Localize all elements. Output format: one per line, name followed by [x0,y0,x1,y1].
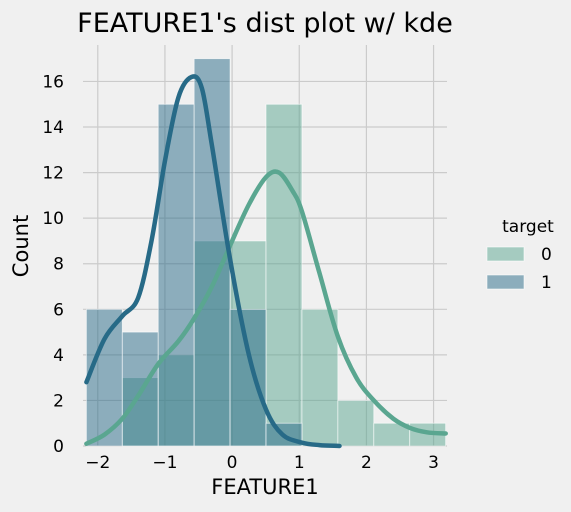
legend-entries: 01 [486,245,552,293]
y-tick-label: 14 [42,118,64,138]
y-tick-label: 10 [42,209,64,229]
histogram-bar-target-1 [193,58,231,447]
kde-curve-target-0 [84,169,448,446]
histogram-bar-target-0 [265,103,303,447]
y-tick-label: 0 [53,437,64,457]
legend-label-target-0: 0 [541,245,552,265]
histogram-bar-target-1 [229,308,267,447]
legend-swatch-target-0 [486,246,525,262]
legend-title: target [502,217,554,237]
histogram-bar-target-1 [157,103,195,447]
histogram-bar-target-0 [301,308,339,447]
y-tick-label: 16 [42,72,64,92]
legend: target 01 [486,217,554,293]
y-tick-label: 6 [53,300,64,320]
x-tick-label: 2 [361,453,372,473]
x-tick-label: −2 [85,453,110,473]
chart-title: FEATURE1's dist plot w/ kde [77,8,453,39]
y-tick-label: 2 [53,391,64,411]
y-tick-label: 12 [42,164,64,184]
kde-curve-target-1 [84,74,342,449]
legend-label-target-1: 1 [541,273,552,293]
y-axis-label: Count [9,215,33,277]
x-tick-label: 0 [227,453,238,473]
y-tick-label: 4 [53,346,64,366]
x-tick-label: −1 [152,453,177,473]
x-tick-labels: −2 −1 0 1 2 3 [85,453,439,473]
legend-swatch-target-1 [486,274,525,290]
y-tick-label: 8 [53,255,64,275]
y-tick-labels: 0 2 4 6 8 10 12 14 16 [42,72,64,457]
x-tick-label: 3 [428,453,439,473]
histogram-bar-target-0 [337,400,375,447]
x-axis-label: FEATURE1 [211,475,319,499]
kde-curves [84,74,448,449]
x-tick-label: 1 [294,453,305,473]
